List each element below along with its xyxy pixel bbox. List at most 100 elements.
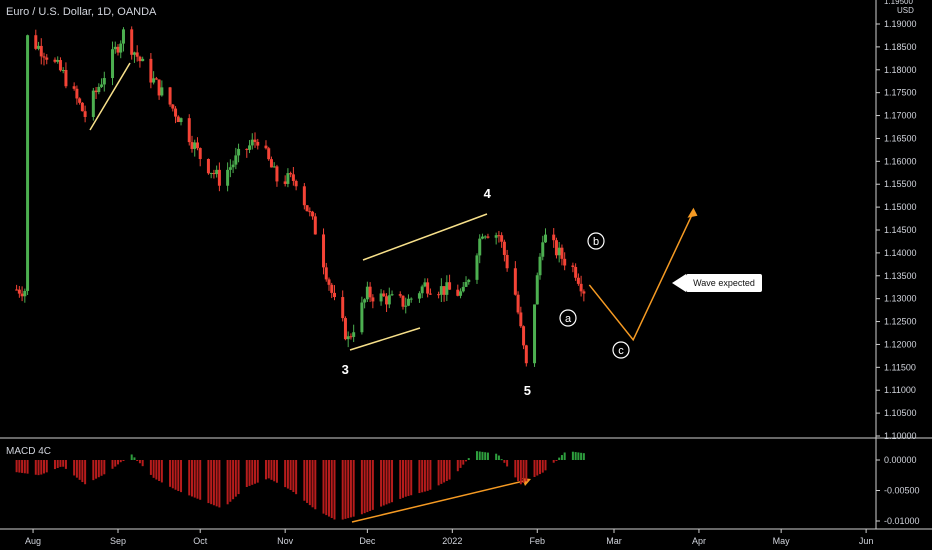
macd-bar bbox=[349, 460, 352, 518]
candle-body bbox=[171, 104, 175, 109]
price-tick-label: 1.13000 bbox=[884, 294, 917, 304]
macd-bar bbox=[522, 460, 525, 483]
macd-bar bbox=[467, 458, 470, 460]
macd-bar bbox=[190, 460, 193, 497]
time-tick-label: Feb bbox=[530, 536, 546, 546]
macd-bar bbox=[103, 460, 106, 475]
macd-bar bbox=[84, 460, 87, 485]
candle-body bbox=[311, 211, 315, 217]
macd-bar bbox=[199, 460, 202, 500]
macd-bar bbox=[210, 460, 213, 505]
candle-body bbox=[533, 304, 537, 364]
candle-body bbox=[64, 69, 68, 87]
macd-bar bbox=[232, 460, 235, 500]
candle-body bbox=[75, 88, 79, 99]
macd-bar bbox=[418, 460, 421, 494]
time-tick-label: Apr bbox=[692, 536, 706, 546]
candle-body bbox=[53, 59, 57, 62]
wave-3-label: 3 bbox=[342, 362, 349, 377]
macd-bar bbox=[117, 460, 119, 465]
candle-body bbox=[275, 166, 279, 182]
candle-body bbox=[379, 293, 383, 302]
candle-body bbox=[439, 286, 443, 295]
candle-body bbox=[217, 169, 221, 186]
macd-bar bbox=[130, 454, 133, 460]
candle-body bbox=[157, 79, 161, 96]
candle-body bbox=[168, 87, 172, 105]
macd-bar bbox=[245, 460, 248, 488]
candle-body bbox=[478, 238, 482, 256]
candle-body bbox=[404, 305, 408, 307]
candle-body bbox=[72, 86, 76, 89]
macd-bar bbox=[478, 451, 481, 460]
macd-bar bbox=[503, 460, 506, 463]
macd-histogram bbox=[15, 451, 585, 520]
candle-body bbox=[582, 291, 586, 294]
macd-bar bbox=[347, 460, 350, 519]
candle-body bbox=[543, 234, 547, 243]
candle-body bbox=[505, 254, 509, 269]
macd-bar bbox=[149, 460, 152, 475]
candle-body bbox=[448, 282, 452, 290]
macd-bar bbox=[360, 460, 363, 515]
macd-bar bbox=[270, 460, 273, 480]
macd-bar bbox=[475, 451, 478, 460]
wave-circle-letter: c bbox=[618, 345, 624, 357]
candle-body bbox=[138, 56, 142, 62]
wave-a-label: a bbox=[559, 309, 577, 327]
macd-bar bbox=[481, 451, 484, 460]
price-tick-label: 1.16500 bbox=[884, 133, 917, 143]
candle-body bbox=[390, 294, 394, 296]
macd-bar bbox=[328, 460, 331, 517]
macd-bar bbox=[59, 460, 62, 467]
macd-bar bbox=[306, 460, 309, 503]
candle-body bbox=[154, 78, 158, 80]
wave-circle bbox=[587, 232, 605, 250]
candle-body bbox=[17, 289, 21, 294]
macd-bar bbox=[308, 460, 311, 506]
macd-bar bbox=[500, 459, 503, 461]
candle-body bbox=[574, 267, 578, 278]
macd-bar bbox=[517, 460, 520, 482]
candle-body bbox=[486, 236, 490, 238]
macd-bar bbox=[407, 460, 410, 496]
macd-bar bbox=[78, 460, 81, 480]
macd-bar bbox=[256, 460, 259, 483]
candle-body bbox=[332, 292, 336, 298]
candle-body bbox=[456, 289, 460, 296]
candle-body bbox=[237, 148, 241, 156]
price-tick-label: 1.13500 bbox=[884, 271, 917, 281]
macd-bar bbox=[577, 452, 580, 460]
candle-body bbox=[42, 56, 46, 58]
candle-body bbox=[141, 58, 145, 62]
macd-bar bbox=[174, 460, 177, 490]
macd-bar bbox=[177, 460, 180, 492]
candle-body bbox=[20, 293, 24, 297]
macd-bar bbox=[536, 460, 539, 476]
candle-body bbox=[119, 43, 123, 53]
time-tick-label: Aug bbox=[25, 536, 41, 546]
candle-body bbox=[385, 296, 389, 305]
candle-body bbox=[256, 141, 260, 146]
candle-body bbox=[193, 142, 197, 149]
candle-body bbox=[294, 180, 298, 187]
candle-body bbox=[371, 297, 375, 302]
candle-body bbox=[406, 298, 410, 306]
candle-body bbox=[363, 299, 367, 303]
candle-body bbox=[563, 258, 567, 266]
macd-bar bbox=[251, 460, 254, 485]
macd-bar bbox=[391, 460, 394, 503]
macd-bar bbox=[330, 460, 333, 519]
macd-bar bbox=[388, 460, 391, 504]
candle-body bbox=[78, 98, 82, 103]
projection-arrowhead bbox=[687, 207, 698, 218]
macd-bar bbox=[369, 460, 372, 511]
candle-body bbox=[346, 336, 350, 340]
candle-body bbox=[327, 279, 331, 285]
price-tick-label: 1.11000 bbox=[884, 385, 916, 395]
macd-bar bbox=[366, 460, 369, 513]
wave-5-label: 5 bbox=[524, 383, 531, 398]
macd-bar bbox=[539, 460, 542, 475]
macd-bar bbox=[15, 460, 18, 473]
